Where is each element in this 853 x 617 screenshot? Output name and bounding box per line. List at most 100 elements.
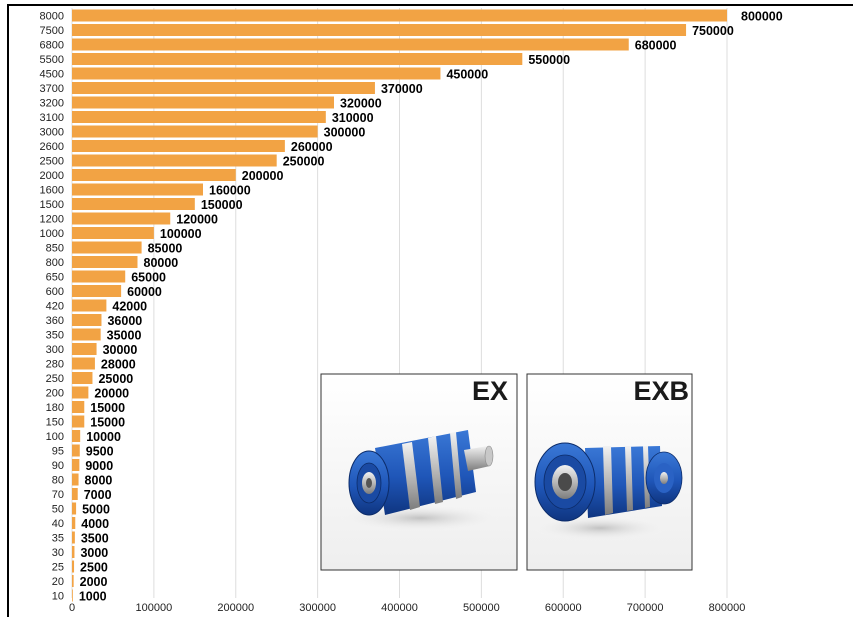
bar <box>72 183 203 196</box>
data-label: 550000 <box>528 53 570 67</box>
bar <box>72 531 75 544</box>
bar <box>72 67 441 80</box>
data-label: 2000 <box>80 575 108 589</box>
data-label: 3500 <box>81 532 109 546</box>
x-tick-label: 700000 <box>627 602 664 614</box>
data-label: 260000 <box>291 140 333 154</box>
data-label: 8000 <box>85 474 113 488</box>
category-label: 20 <box>52 576 64 588</box>
category-label: 2600 <box>40 141 64 153</box>
data-label: 5000 <box>82 503 110 517</box>
data-label: 28000 <box>101 358 136 372</box>
gearbox-ex-icon <box>335 430 505 532</box>
bars <box>72 9 727 602</box>
data-label: 320000 <box>340 97 382 111</box>
bar <box>72 82 375 94</box>
category-label: 1500 <box>40 199 64 211</box>
category-label: 3000 <box>40 127 64 139</box>
category-label: 35 <box>52 533 64 545</box>
data-label: 150000 <box>201 198 243 212</box>
bar <box>72 357 95 370</box>
x-tick-label: 400000 <box>381 602 418 614</box>
bar <box>72 502 77 515</box>
category-label: 800 <box>46 257 64 269</box>
category-label: 650 <box>46 272 64 284</box>
bar <box>72 328 101 341</box>
bar <box>72 459 80 471</box>
bar <box>72 589 73 602</box>
data-label: 120000 <box>176 213 218 227</box>
x-tick-label: 600000 <box>545 602 582 614</box>
data-label: 160000 <box>209 184 251 198</box>
category-label: 2000 <box>40 170 64 182</box>
bar <box>72 488 78 500</box>
bar <box>72 517 76 529</box>
data-label: 300000 <box>324 126 366 140</box>
x-axis-ticks: 0 100000 200000 300000 400000 500000 600000 700… <box>69 602 745 614</box>
category-label: 70 <box>52 489 64 501</box>
category-label: 350 <box>46 330 64 342</box>
x-tick-label: 300000 <box>299 602 336 614</box>
bar <box>72 111 326 123</box>
data-label: 10000 <box>86 430 121 444</box>
category-label: 600 <box>46 286 64 298</box>
category-label: 1600 <box>40 185 64 197</box>
bar <box>72 154 277 167</box>
data-label: 80000 <box>144 256 179 270</box>
data-label: 60000 <box>127 285 162 299</box>
gearbox-exb-icon <box>530 442 683 541</box>
category-label: 1000 <box>40 228 64 240</box>
data-label: 9500 <box>86 445 114 459</box>
bar <box>72 53 523 65</box>
x-tick-label: 800000 <box>709 602 746 614</box>
photo-ex-title: EX <box>472 376 508 406</box>
bar <box>72 299 107 312</box>
bar <box>72 386 89 399</box>
data-label: 370000 <box>381 82 423 96</box>
category-labels: 8000 7500 6800 5500 4500 3700 3200 3100 3000 2600… <box>40 11 64 603</box>
category-label: 180 <box>46 402 64 414</box>
category-label: 80 <box>52 475 64 487</box>
category-label: 5500 <box>40 54 64 66</box>
category-label: 280 <box>46 359 64 371</box>
category-label: 10 <box>52 591 64 603</box>
data-label: 2500 <box>80 561 108 575</box>
photo-ex: EX <box>320 373 518 571</box>
data-label: 85000 <box>148 242 183 256</box>
data-label: 35000 <box>107 329 142 343</box>
bar <box>72 546 75 558</box>
category-label: 420 <box>46 301 64 313</box>
data-label: 750000 <box>692 24 734 38</box>
bar <box>72 473 79 486</box>
bar <box>72 285 122 297</box>
category-label: 150 <box>46 417 64 429</box>
category-label: 300 <box>46 344 64 356</box>
category-label: 100 <box>46 431 64 443</box>
data-label: 7000 <box>84 488 112 502</box>
data-label: 310000 <box>332 111 374 125</box>
category-label: 850 <box>46 243 64 255</box>
category-label: 3700 <box>40 83 64 95</box>
category-label: 25 <box>52 562 64 574</box>
bar <box>72 415 85 428</box>
data-label: 15000 <box>90 401 125 415</box>
bar <box>72 241 142 254</box>
data-label: 36000 <box>107 314 142 328</box>
x-tick-label: 0 <box>69 602 75 614</box>
category-label: 30 <box>52 547 64 559</box>
data-label: 30000 <box>103 343 138 357</box>
data-label: 1000 <box>79 590 107 604</box>
data-label: 100000 <box>160 227 202 241</box>
bar <box>72 256 138 268</box>
data-label: 9000 <box>85 459 113 473</box>
bar <box>72 212 171 225</box>
data-label: 25000 <box>98 372 133 386</box>
category-label: 360 <box>46 315 64 327</box>
category-label: 8000 <box>40 11 64 23</box>
bar <box>72 401 85 413</box>
category-label: 2500 <box>40 156 64 168</box>
x-tick-label: 500000 <box>463 602 500 614</box>
category-label: 250 <box>46 373 64 385</box>
data-label: 65000 <box>131 271 166 285</box>
bar <box>72 270 126 283</box>
